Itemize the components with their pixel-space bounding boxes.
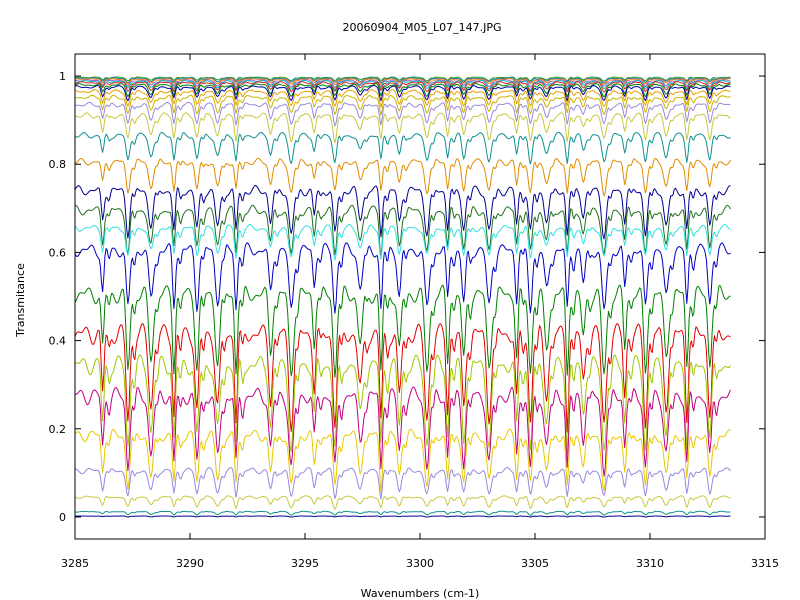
x-tick-label: 3310 [636, 557, 664, 570]
x-tick-label: 3315 [751, 557, 779, 570]
series-line [75, 354, 731, 455]
y-tick-label: 1 [59, 70, 66, 83]
x-tick-label: 3305 [521, 557, 549, 570]
series-line [74, 428, 731, 493]
series-line [74, 323, 731, 433]
y-tick-label: 0.8 [49, 158, 67, 171]
series-line [74, 81, 731, 93]
series-line [74, 101, 731, 127]
series-line [74, 157, 731, 197]
x-tick-label: 3295 [291, 557, 319, 570]
chart-title: 20060904_M05_L07_147.JPG [343, 21, 502, 34]
series-line [74, 386, 731, 477]
y-tick-label: 0 [59, 511, 66, 524]
series-line [74, 132, 731, 165]
y-tick-label: 0.2 [49, 423, 67, 436]
x-tick-label: 3290 [176, 557, 204, 570]
series-line [75, 76, 731, 82]
series-line [74, 510, 731, 516]
series-line [74, 85, 731, 102]
series-line [74, 467, 731, 500]
series-line [74, 495, 731, 510]
x-axis-label: Wavenumbers (cm-1) [361, 587, 480, 600]
series-line [74, 242, 731, 314]
x-tick-label: 3285 [61, 557, 89, 570]
x-axis: 3285 3290 3295 3300 3305 3310 3315 [61, 54, 779, 570]
series-line [74, 79, 731, 91]
y-tick-label: 0.4 [49, 335, 67, 348]
x-tick-label: 3300 [406, 557, 434, 570]
series-line [74, 204, 731, 259]
series-line [74, 83, 731, 98]
series-line [74, 284, 731, 378]
series-line [74, 224, 731, 261]
series-line [74, 515, 731, 518]
series-line [75, 77, 731, 84]
series-line [74, 184, 731, 240]
series-line [74, 89, 731, 108]
plot-series-group [74, 76, 731, 518]
y-axis: 0 0.2 0.4 0.6 0.8 1 [49, 70, 765, 524]
y-tick-label: 0.6 [49, 246, 67, 259]
series-line [75, 112, 731, 144]
series-line [74, 94, 731, 116]
y-axis-label: Transmitance [14, 263, 27, 338]
